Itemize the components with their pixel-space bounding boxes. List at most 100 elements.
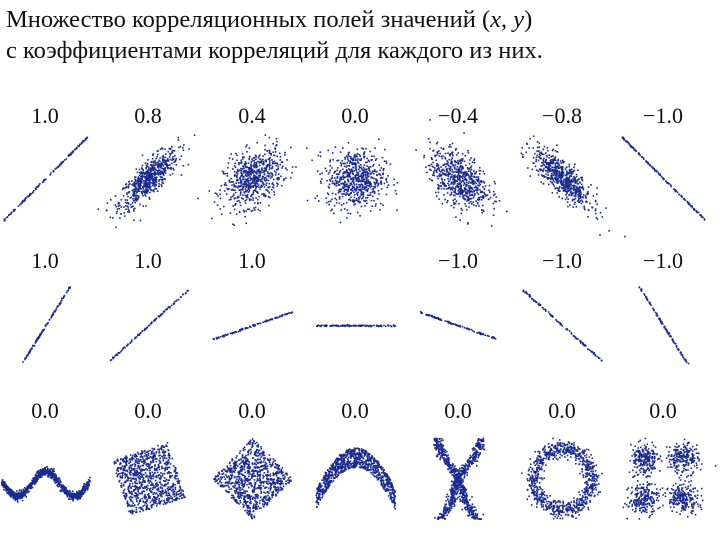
scatter-point [353,182,355,185]
scatter-point [545,158,548,161]
scatter-point [271,188,273,191]
scatter-point [346,162,348,164]
scatter-point [154,185,156,188]
scatter-point [472,204,475,206]
scatter-point [468,176,470,179]
scatter-point [266,188,268,191]
scatter-point [29,487,31,489]
scatter-point [216,204,219,206]
scatter-point [358,188,361,191]
scatter-point [455,216,457,218]
scatter-point [450,191,453,194]
scatter-point [482,195,485,198]
scatter-point [140,184,142,187]
scatter-point [248,199,251,202]
scatter-point [245,196,248,198]
scatter-point [572,206,575,208]
correlation-label: 0.0 [341,103,369,128]
scatter-point [586,201,588,203]
scatter-point [453,201,455,204]
scatter-point [174,160,177,163]
scatter-point [24,487,26,489]
scatter-point [276,155,278,157]
scatter-point [448,173,450,175]
scatter-point [257,202,259,205]
scatter-point [335,185,338,187]
scatter-point [153,320,156,322]
scatter-point [645,298,648,300]
scatter-point [360,192,363,194]
scatter-point [256,160,259,163]
scatter-point [341,168,344,171]
scatter-point [574,197,577,200]
scatter-point [233,185,235,188]
scatter-point [638,153,641,155]
scatter-point [596,355,599,358]
scatter-point [531,168,534,171]
scatter-point [366,190,369,193]
title-separator: , [501,6,514,33]
title-line-2: с коэффициентами корреляций для каждого … [6,37,543,64]
scatter-point [454,202,457,205]
scatter-point [261,185,263,187]
scatter-point [131,184,134,186]
scatter-point [464,202,466,205]
scatter-point [542,148,544,151]
scatter-point [567,186,570,189]
scatter-point [436,154,438,157]
scatter-point [7,491,10,494]
scatter-point [342,182,344,185]
scatter-point [464,172,466,174]
scatter-point [572,170,575,172]
scatter-point [50,172,52,174]
scatter-point [489,196,492,199]
scatter-point [370,176,372,179]
scatter-point [57,485,59,488]
scatter-point [162,174,165,177]
scatter-point [240,162,243,164]
scatter-point [249,155,251,158]
scatter-point [146,186,149,188]
scatter-point [272,174,274,176]
scatter-point [344,176,346,179]
scatter-point [4,487,7,489]
scatter-point [243,156,245,158]
scatter-point [290,312,293,314]
scatter-point [362,193,365,195]
scatter-point [347,158,349,161]
scatter-point [385,160,388,163]
scatter-point [465,178,467,180]
scatter-point [458,175,461,177]
scatter-point [630,146,632,148]
scatter-point [261,181,264,184]
scatter-point [580,202,583,205]
scatter-point [27,484,30,487]
scatter-point [331,208,333,211]
scatter-point [366,161,368,163]
scatter-point [548,157,550,159]
scatter-point [171,145,173,148]
scatter-point [582,342,585,344]
scatter-point [36,337,39,340]
scatter-point [466,196,469,198]
scatter-point [361,176,364,179]
scatter-point [146,172,149,174]
scatter-point [433,170,435,173]
scatter-point [365,197,367,199]
scatter-point [554,149,557,152]
scatter-point [379,169,381,172]
scatter-point [145,186,147,188]
scatter-point [559,190,561,192]
scatter-point [156,163,159,166]
scatter-point [578,187,580,189]
scatter-point [252,197,254,199]
scatter-point [697,211,700,214]
scatter-point [560,183,563,185]
scatter-point [252,186,254,188]
scatter-point [280,161,283,163]
scatter-point [24,358,26,361]
scatter-point [362,169,365,172]
scatter-point [38,337,40,339]
scatter-point [142,187,145,189]
scatter-point [246,195,248,197]
